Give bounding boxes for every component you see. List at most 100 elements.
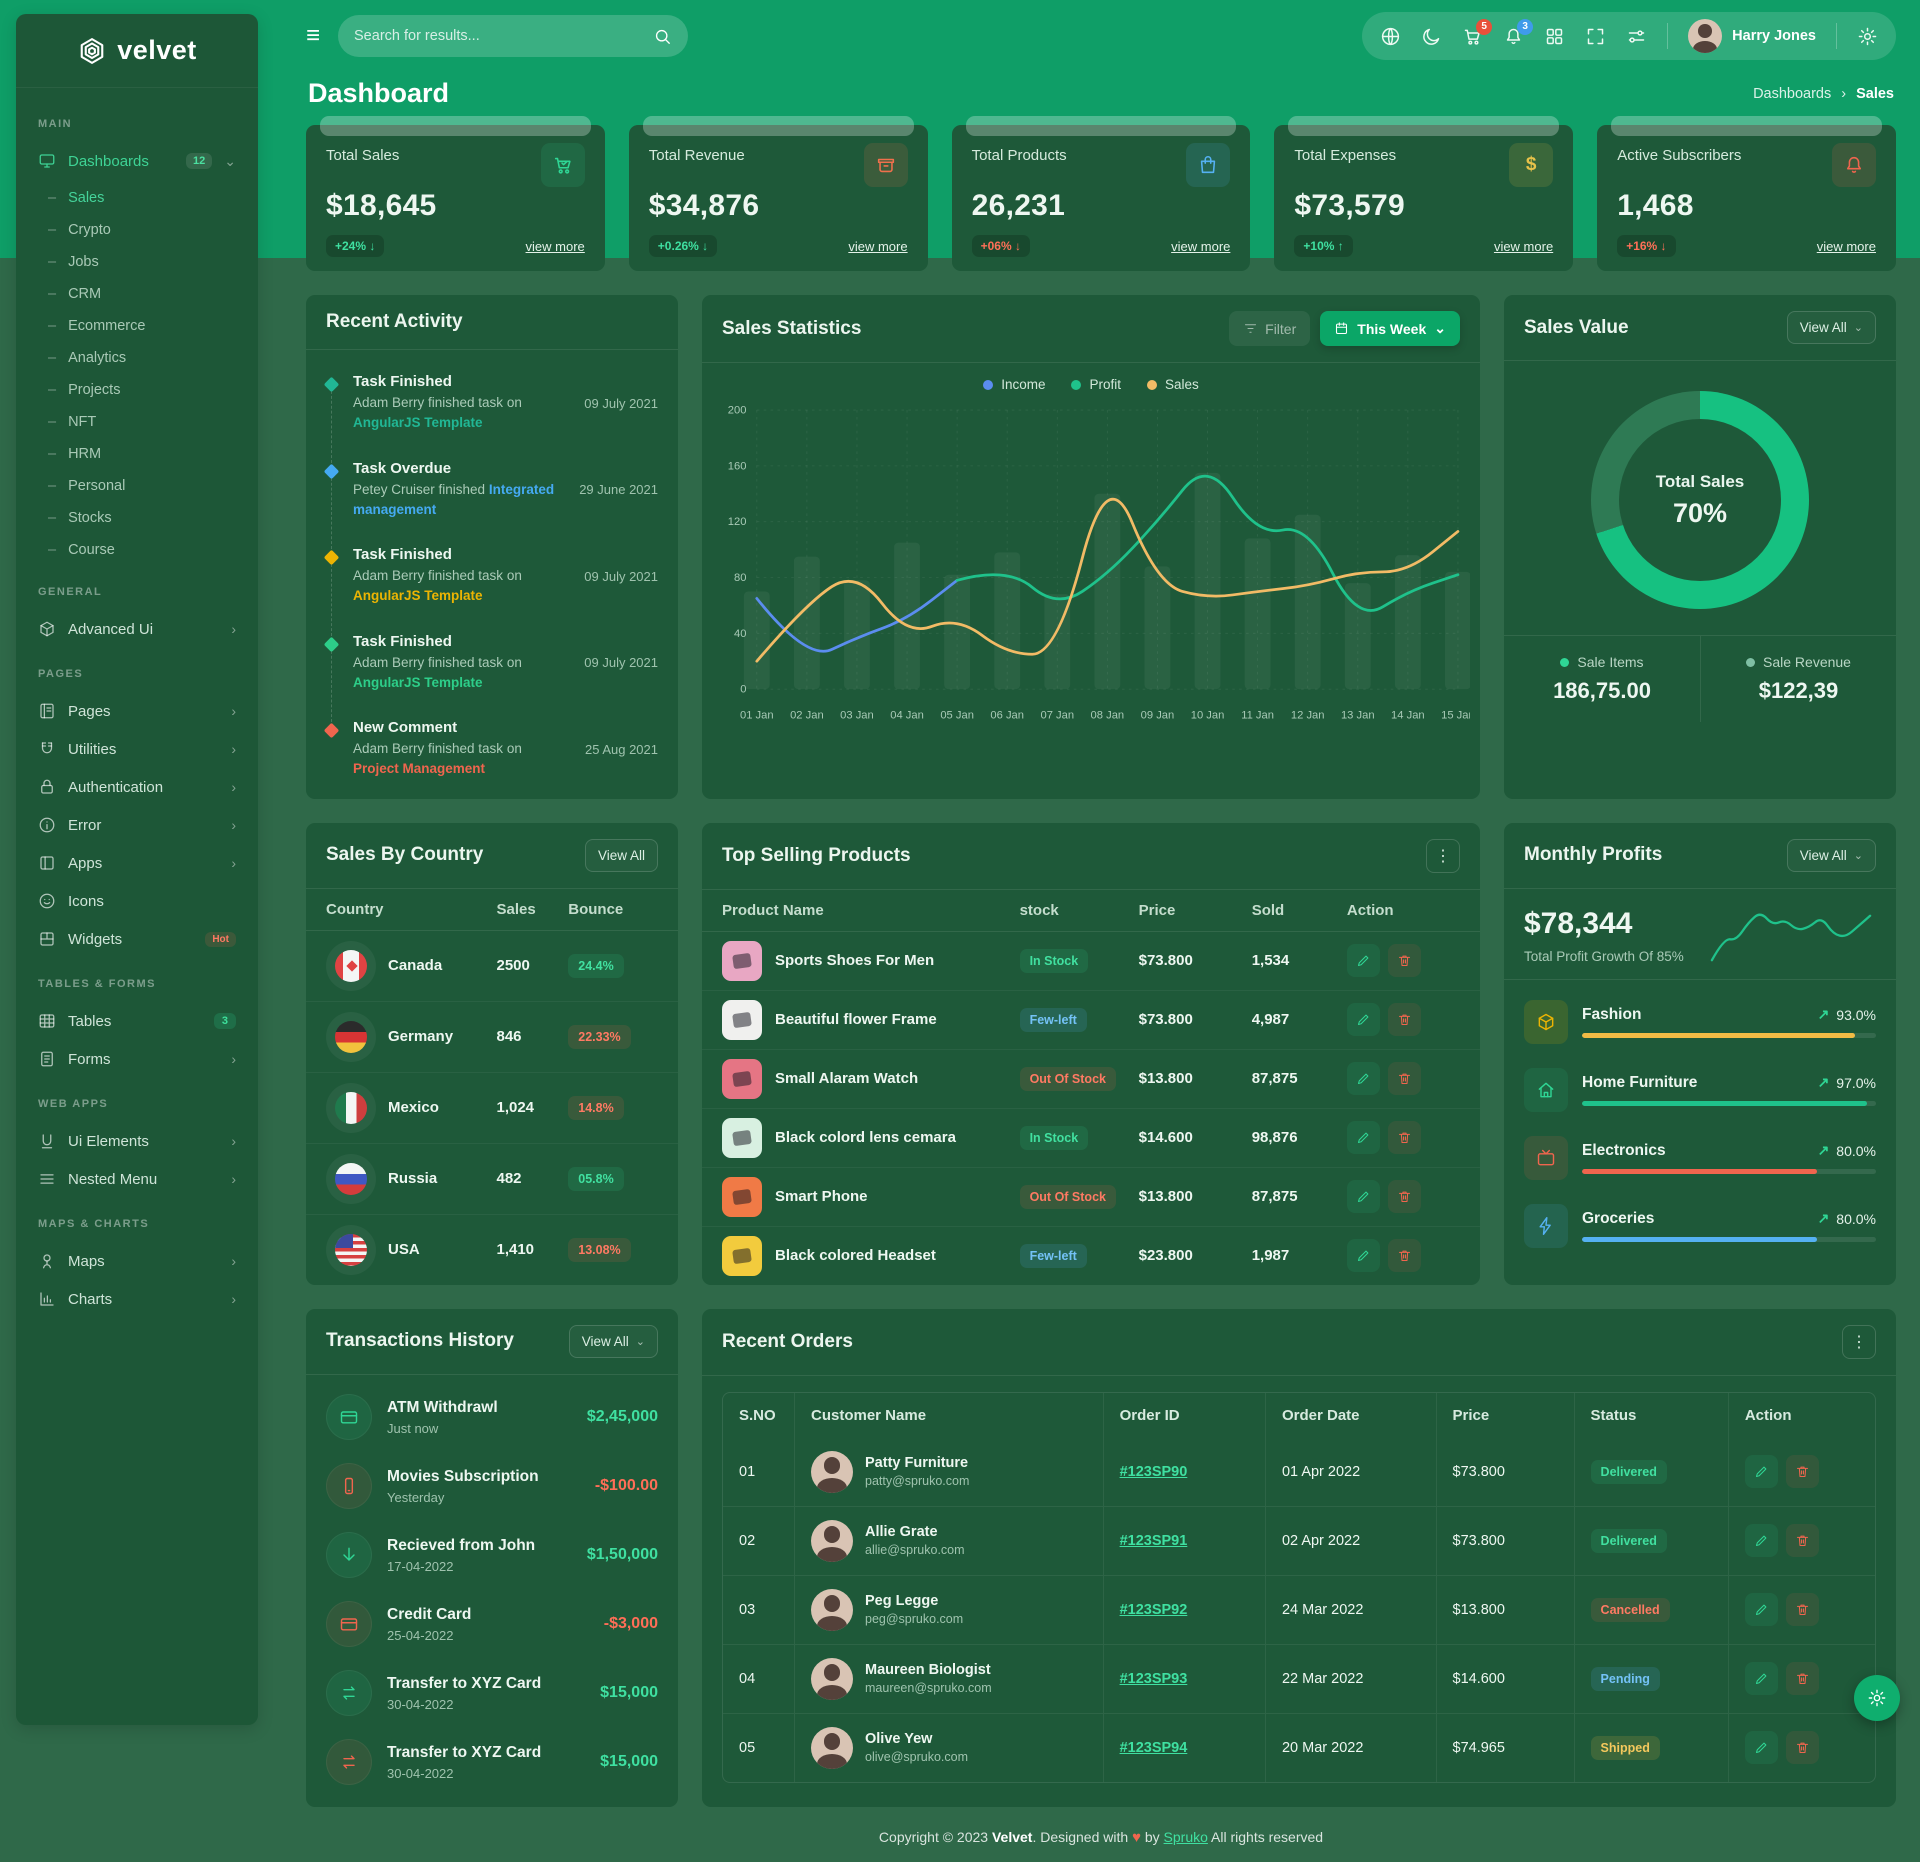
search-icon[interactable] (653, 27, 672, 46)
edit-button[interactable] (1744, 1524, 1778, 1557)
view-all-button[interactable]: View All ⌄ (568, 1324, 658, 1358)
order-id-link[interactable]: #123SP90 (1119, 1463, 1188, 1480)
settings-sliders-button[interactable] (1626, 26, 1647, 47)
search-input[interactable] (354, 28, 654, 44)
view-more-link[interactable]: view more (1816, 238, 1876, 254)
sidebar-item-label: Dashboards (68, 152, 149, 170)
order-id-link[interactable]: #123SP94 (1119, 1739, 1188, 1756)
breadcrumb-parent[interactable]: Dashboards (1753, 85, 1832, 102)
dark-mode-button[interactable] (1421, 26, 1442, 47)
delete-button[interactable] (1387, 1180, 1421, 1213)
edit-button[interactable] (1744, 1731, 1778, 1764)
sidebar-subitem[interactable]: – CRM (34, 278, 240, 310)
delete-button[interactable] (1387, 1062, 1421, 1095)
activity-link[interactable]: Integrated management (353, 481, 555, 517)
sidebar-subitem[interactable]: – Projects (34, 374, 240, 406)
sidebar-item-icons[interactable]: Icons (34, 882, 240, 920)
delete-button[interactable] (1387, 1003, 1421, 1036)
edit-button[interactable] (1346, 1003, 1380, 1036)
sidebar-subitem[interactable]: – NFT (34, 406, 240, 438)
sidebar-subitem[interactable]: – Ecommerce (34, 310, 240, 342)
sidebar-item-ui-elements[interactable]: Ui Elements › (34, 1122, 240, 1160)
view-more-link[interactable]: view more (848, 238, 908, 254)
main-content: ≡ 5 3 (282, 0, 1920, 1846)
activity-link[interactable]: Project Management (353, 761, 486, 777)
sidebar-subitem[interactable]: – Jobs (34, 246, 240, 278)
language-globe-button[interactable] (1380, 26, 1401, 47)
delete-button[interactable] (1785, 1455, 1819, 1488)
sidebar-item-error[interactable]: Error › (34, 806, 240, 844)
kebab-menu-button[interactable]: ⋮ (1842, 1324, 1876, 1359)
edit-button[interactable] (1346, 1239, 1380, 1272)
kebab-menu-button[interactable]: ⋮ (1426, 838, 1460, 873)
delete-button[interactable] (1785, 1524, 1819, 1557)
sidebar-item-forms[interactable]: Forms › (34, 1040, 240, 1078)
delete-button[interactable] (1785, 1731, 1819, 1764)
search-bar[interactable] (338, 15, 689, 57)
sidebar-subitem[interactable]: – HRM (34, 438, 240, 470)
order-id-link[interactable]: #123SP92 (1119, 1601, 1188, 1618)
apps-grid-button[interactable] (1544, 26, 1565, 47)
sidebar-subitem[interactable]: – Course (34, 534, 240, 566)
view-more-link[interactable]: view more (1493, 238, 1554, 254)
view-all-button[interactable]: View All ⌄ (1786, 311, 1876, 344)
menu-toggle-button[interactable]: ≡ (306, 22, 321, 49)
sidebar-subitem[interactable]: – Analytics (34, 342, 240, 374)
order-sno: 04 (723, 1644, 795, 1713)
sidebar-subitem[interactable]: – Personal (34, 470, 240, 502)
sidebar-item-apps[interactable]: Apps › (34, 844, 240, 882)
sidebar-item-dashboards[interactable]: Dashboards 12 ⌄ (34, 142, 240, 180)
order-id-link[interactable]: #123SP93 (1119, 1670, 1188, 1687)
sidebar-item-pages[interactable]: Pages › (34, 692, 240, 730)
delete-button[interactable] (1387, 1239, 1421, 1272)
delete-button[interactable] (1785, 1593, 1819, 1626)
sidebar-item-charts[interactable]: Charts › (34, 1280, 240, 1318)
activity-link[interactable]: AngularJS Template (353, 588, 483, 604)
map-pin-icon (38, 1252, 56, 1270)
sidebar-subitem[interactable]: – Crypto (34, 214, 240, 246)
activity-item: Task Finished Adam Berry finished task o… (323, 533, 658, 635)
delete-button[interactable] (1387, 944, 1421, 977)
cart-button[interactable]: 5 (1462, 18, 1493, 47)
edit-button[interactable] (1346, 1062, 1380, 1095)
sidebar-subitem[interactable]: – Stocks (34, 502, 240, 534)
delete-button[interactable] (1785, 1662, 1819, 1695)
edit-button[interactable] (1744, 1662, 1778, 1695)
products-table-body: Sports Shoes For Men In Stock $73.800 1,… (702, 932, 1480, 1285)
gear-icon-button[interactable] (1857, 26, 1878, 47)
sidebar-item-advanced-ui[interactable]: Advanced Ui › (34, 610, 240, 648)
user-menu[interactable]: Harry Jones (1688, 19, 1816, 53)
edit-button[interactable] (1346, 944, 1380, 977)
fab-button[interactable] (1854, 1675, 1900, 1721)
sidebar-item-tables[interactable]: Tables 3 (34, 1002, 240, 1040)
sidebar-item-utilities[interactable]: Utilities › (34, 730, 240, 768)
notifications-bell-button[interactable]: 3 (1503, 18, 1534, 47)
product-name: Smart Phone (775, 1188, 868, 1205)
filter-button[interactable]: Filter (1229, 311, 1311, 346)
sidebar-item-widgets[interactable]: Widgets Hot (34, 920, 240, 958)
sidebar-item-authentication[interactable]: Authentication › (34, 768, 240, 806)
edit-button[interactable] (1744, 1455, 1778, 1488)
activity-link[interactable]: AngularJS Template (353, 415, 483, 431)
sidebar-item-nested-menu[interactable]: Nested Menu › (34, 1160, 240, 1198)
order-id-link[interactable]: #123SP91 (1119, 1532, 1188, 1549)
edit-button[interactable] (1346, 1180, 1380, 1213)
date-range-button[interactable]: This Week ⌄ (1320, 311, 1460, 346)
view-all-button[interactable]: View All (584, 838, 658, 872)
legend-dot-icon (1147, 379, 1157, 390)
view-all-button[interactable]: View All ⌄ (1786, 838, 1876, 872)
sidebar-subitem[interactable]: – Sales (34, 182, 240, 214)
delete-button[interactable] (1387, 1121, 1421, 1154)
edit-button[interactable] (1744, 1593, 1778, 1626)
edit-button[interactable] (1346, 1121, 1380, 1154)
activity-link[interactable]: AngularJS Template (353, 674, 483, 690)
sidebar-subitem-label: HRM (68, 446, 102, 462)
logo[interactable]: velvet (16, 14, 258, 88)
view-more-link[interactable]: view more (525, 238, 585, 254)
spruko-link[interactable]: Spruko (1163, 1828, 1208, 1845)
customer-email: peg@spruko.com (865, 1612, 964, 1626)
sidebar-item-maps[interactable]: Maps › (34, 1242, 240, 1280)
fullscreen-button[interactable] (1585, 26, 1606, 47)
card-title: Sales By Country (326, 844, 484, 865)
view-more-link[interactable]: view more (1171, 238, 1231, 254)
